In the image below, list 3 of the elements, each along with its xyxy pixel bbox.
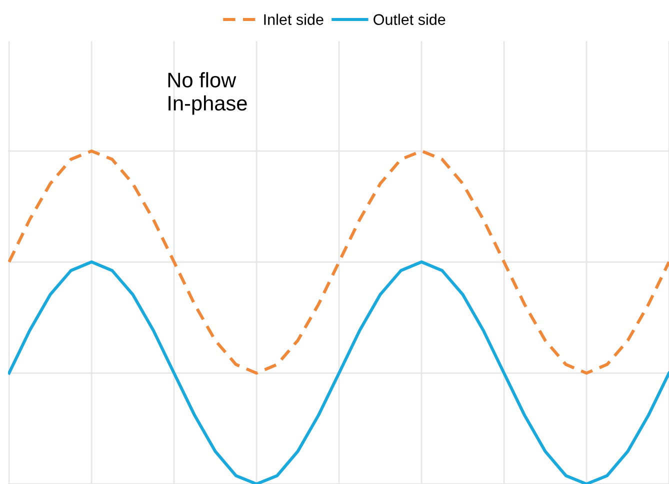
legend-label: Inlet side [264, 14, 324, 25]
text: No flow In-phase [168, 72, 247, 115]
legend-label: Outlet side [374, 14, 446, 25]
